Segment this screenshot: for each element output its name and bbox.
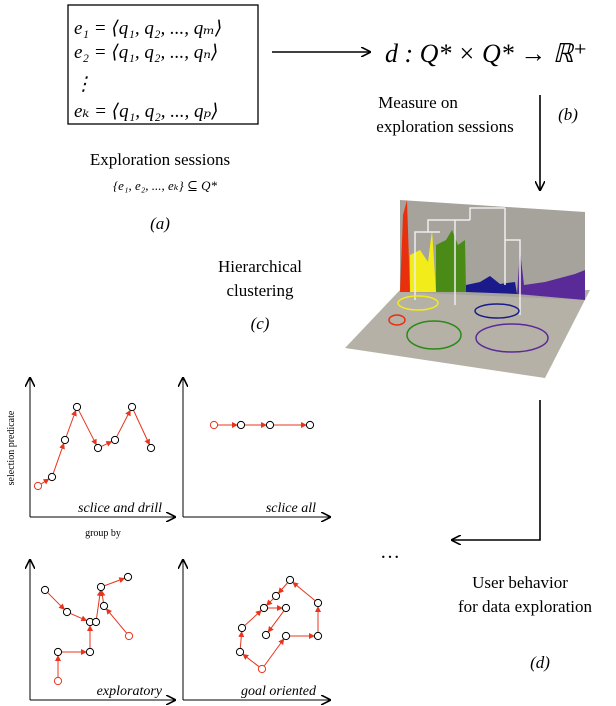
query-node <box>146 443 156 453</box>
caption: Exploration sessions <box>90 150 230 169</box>
query-node <box>85 647 95 657</box>
query-node <box>237 623 247 633</box>
y-axis-title: selection predicate <box>6 410 17 485</box>
caption: Measure on <box>378 93 458 112</box>
cluster <box>475 323 549 353</box>
caption: exploration sessions <box>376 117 513 136</box>
query-node <box>127 402 137 412</box>
step-arrow <box>133 410 150 446</box>
step-arrow <box>70 613 88 622</box>
label: (d) <box>530 653 550 672</box>
dendrogram <box>414 207 521 315</box>
query-node <box>313 598 323 608</box>
label: (b) <box>558 105 578 124</box>
query-node <box>259 603 269 613</box>
histogram <box>436 230 466 292</box>
query-node <box>96 582 106 592</box>
plot-title: sclice all <box>266 501 316 516</box>
set-notation: {e₁, e₂, ..., eₖ} ⊆ Q* <box>113 178 218 193</box>
plot-title: exploratory <box>97 684 163 699</box>
query-node <box>236 420 246 430</box>
session-line: e₂ = ⟨q₁, q₂, ..., qₙ⟩ <box>74 42 218 63</box>
query-node <box>281 603 291 613</box>
query-node <box>261 630 271 640</box>
label: (c) <box>251 314 270 333</box>
query-node <box>281 631 291 641</box>
query-node <box>313 631 323 641</box>
query-node <box>60 435 70 445</box>
session-box <box>67 4 259 125</box>
label: (a) <box>150 214 170 233</box>
x-axis-title: group by <box>85 528 121 539</box>
query-node <box>53 647 63 657</box>
step-arrow <box>267 610 285 633</box>
query-node <box>305 420 315 430</box>
ellipsis: … <box>380 541 400 563</box>
step-arrow <box>52 442 65 474</box>
step-arrow <box>238 630 245 649</box>
caption: Hierarchical <box>218 257 302 276</box>
cluster <box>406 320 462 350</box>
query-node <box>99 601 109 611</box>
query-node <box>235 647 245 657</box>
step-arrow <box>78 410 97 446</box>
step-arrow <box>277 582 288 594</box>
histogram <box>400 200 410 292</box>
step-arrow <box>242 653 260 667</box>
session-line: ⋮ <box>74 74 93 95</box>
caption: User behavior <box>472 573 568 592</box>
cluster <box>388 314 406 326</box>
query-node <box>209 420 219 430</box>
query-node <box>123 572 133 582</box>
session-line: e₁ = ⟨q₁, q₂, ..., qₘ⟩ <box>74 18 222 39</box>
step-arrow <box>263 638 285 667</box>
step-arrow <box>244 610 262 626</box>
caption: for data exploration <box>458 597 593 616</box>
session-line: eₖ = ⟨q₁, q₂, ..., qₚ⟩ <box>74 101 219 122</box>
step-arrow <box>292 581 316 601</box>
query-node <box>40 585 50 595</box>
step-arrow <box>266 598 274 606</box>
cluster-illustration <box>345 200 590 378</box>
query-node <box>124 631 134 641</box>
query-node <box>47 472 57 482</box>
step-arrow <box>41 478 50 485</box>
query-node <box>53 676 63 686</box>
plot-title: sclice and drill <box>78 501 162 516</box>
query-node <box>93 443 103 453</box>
step-arrow <box>99 589 106 603</box>
step-arrow <box>105 608 127 634</box>
query-node <box>285 575 295 585</box>
cluster <box>474 303 520 319</box>
step-arrow <box>47 592 65 610</box>
query-node <box>33 481 43 491</box>
query-node <box>72 402 82 412</box>
query-node <box>110 435 120 445</box>
cluster <box>397 295 439 311</box>
plot-title: goal oriented <box>241 684 317 699</box>
query-node <box>271 591 281 601</box>
query-node <box>91 617 101 627</box>
formula: d : Q* × Q* → ℝ⁺ <box>385 39 587 68</box>
step-arrow <box>96 589 103 619</box>
floor <box>345 290 590 378</box>
query-node <box>265 420 275 430</box>
histogram <box>410 230 436 292</box>
histogram <box>517 250 585 300</box>
histogram <box>466 276 517 294</box>
step-arrow <box>104 577 126 587</box>
step-arrow <box>116 409 131 437</box>
caption: clustering <box>226 281 294 300</box>
query-node <box>62 607 72 617</box>
step-arrow <box>65 409 77 437</box>
query-node <box>257 664 267 674</box>
step-arrow <box>101 441 113 447</box>
arrow <box>452 400 541 540</box>
